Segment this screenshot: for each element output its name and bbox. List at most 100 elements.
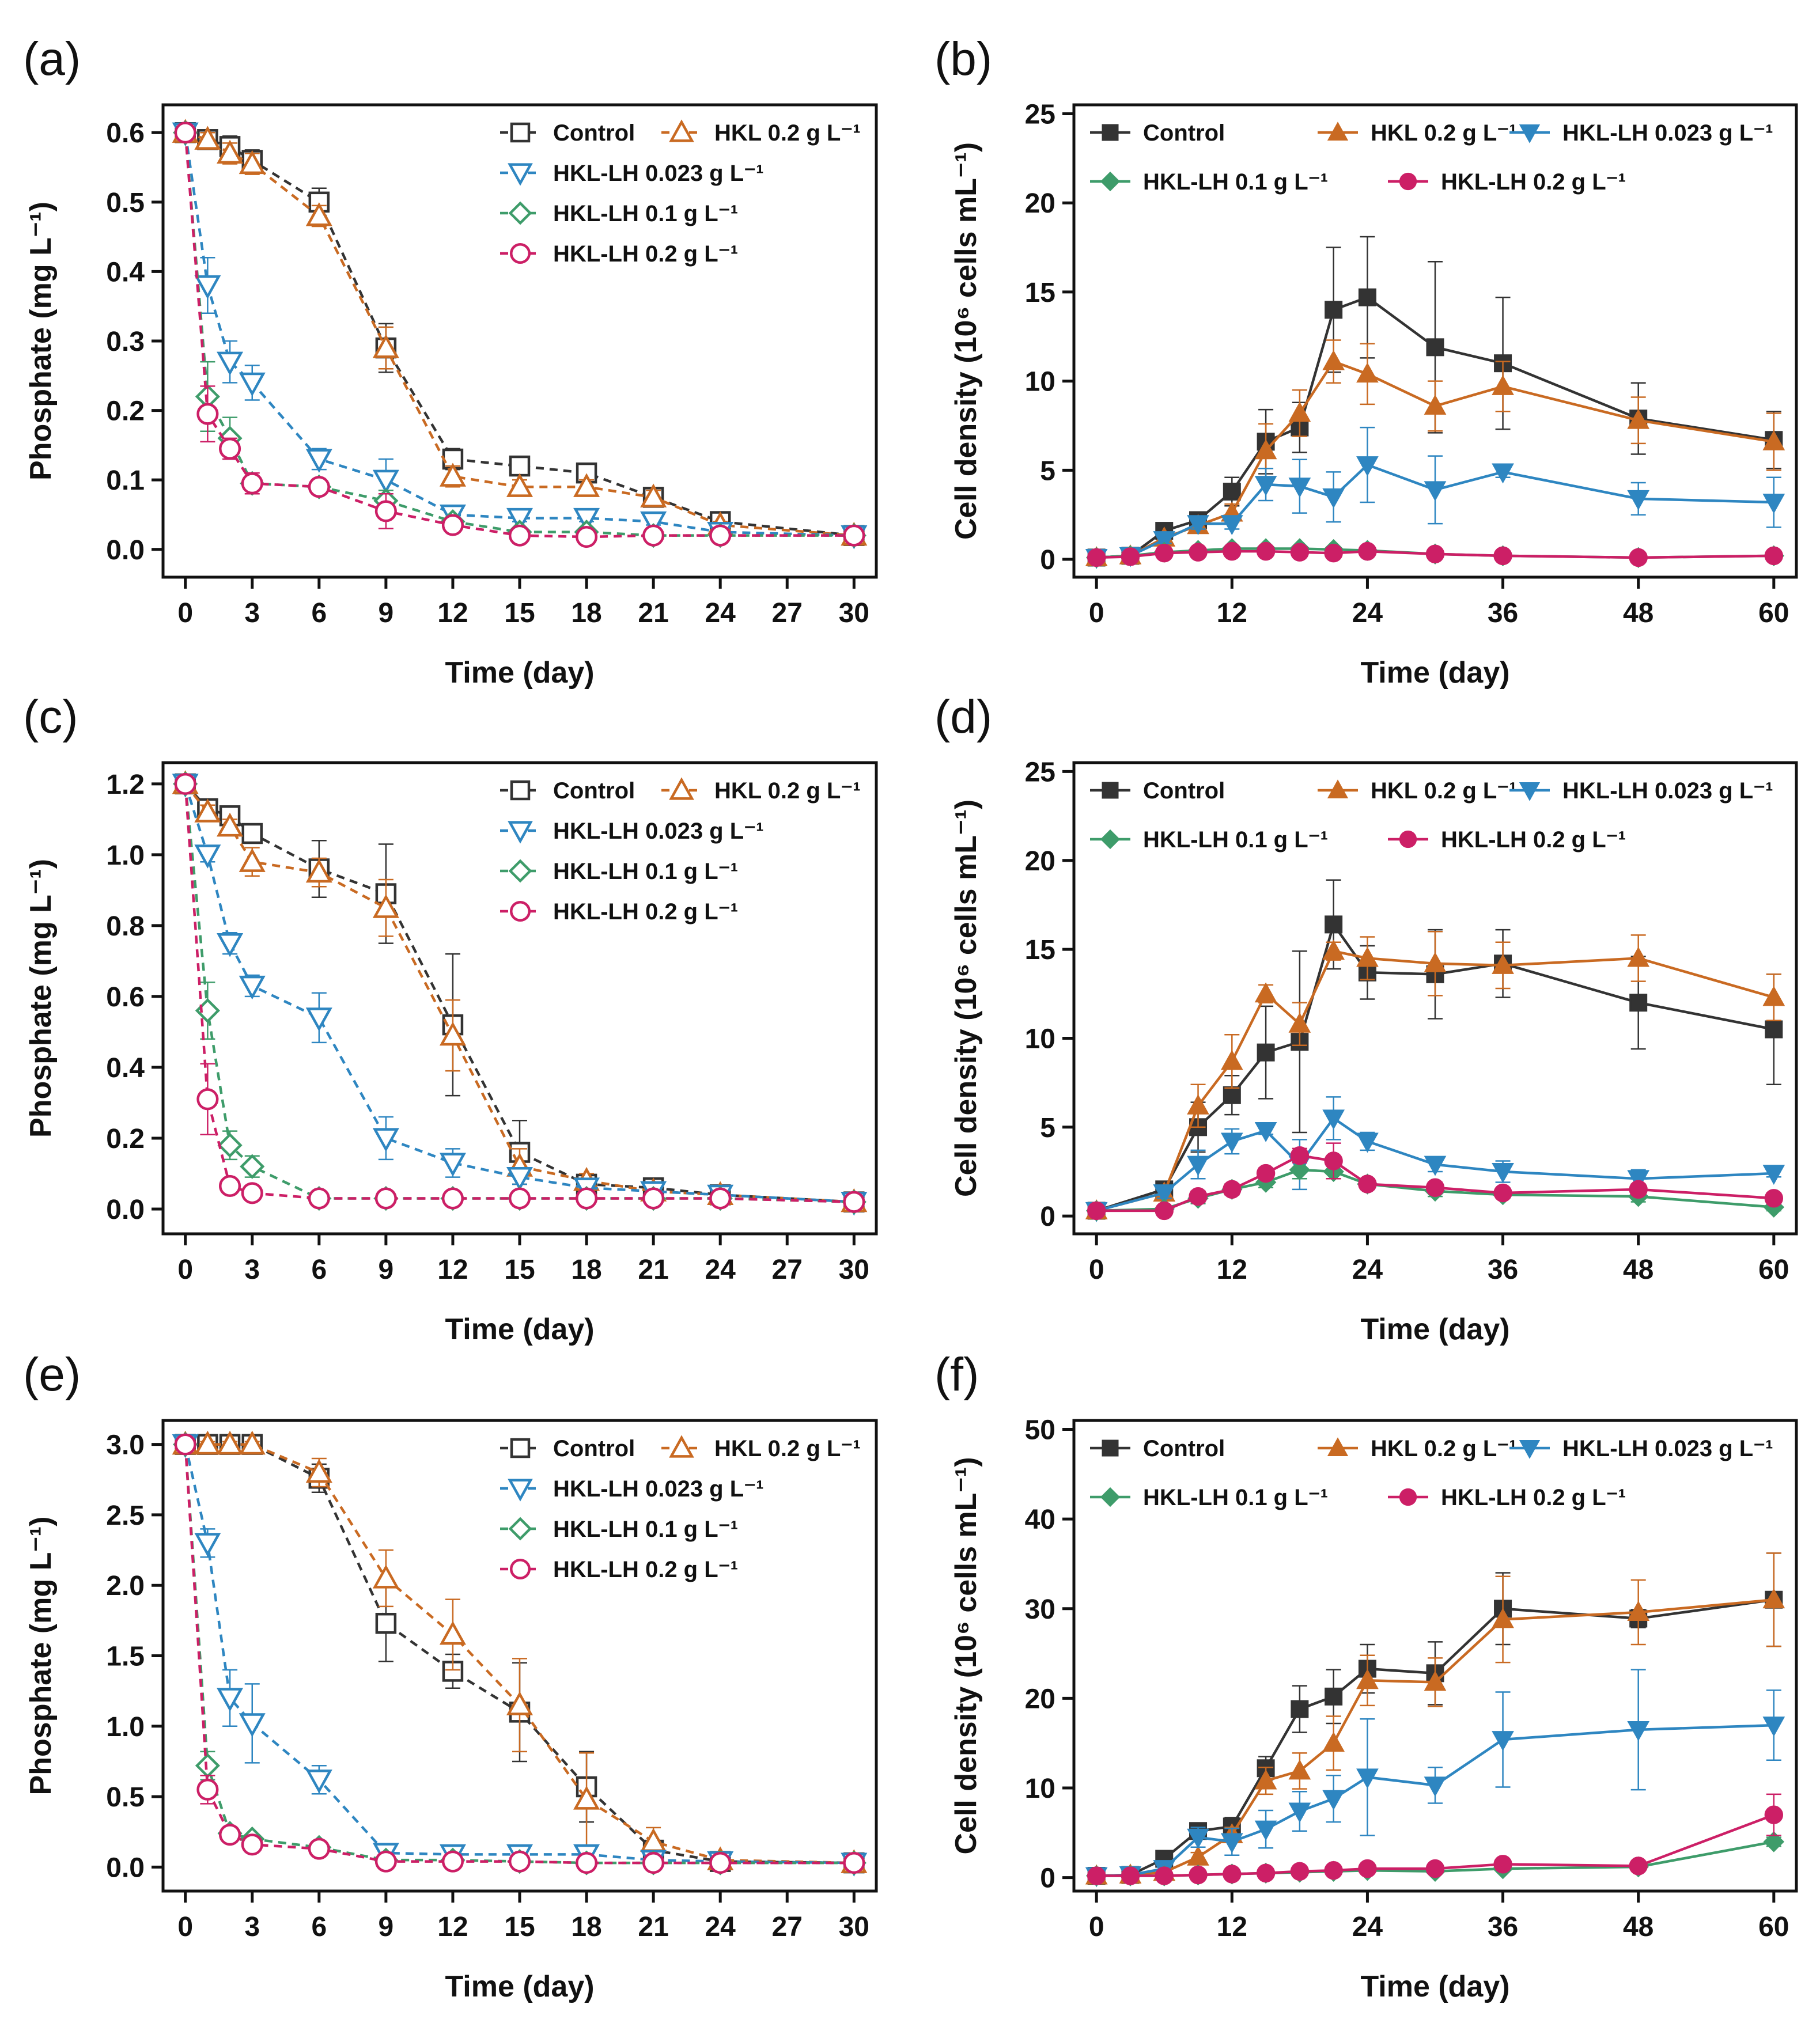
legend-marker (1102, 1439, 1119, 1457)
x-tick-label: 21 (638, 1255, 668, 1285)
data-point (1356, 1132, 1379, 1153)
data-point (1492, 375, 1514, 395)
data-point (196, 403, 219, 425)
x-axis-label: Time (day) (445, 656, 594, 689)
x-axis-label: Time (day) (1360, 1313, 1509, 1346)
legend-marker (508, 163, 533, 186)
x-tick-label: 12 (437, 1912, 468, 1942)
data-point (1629, 994, 1648, 1012)
data-point (1223, 541, 1242, 561)
data-point (1220, 1050, 1243, 1070)
x-tick-label: 3 (244, 1912, 260, 1942)
y-tick-label: 0.6 (106, 982, 145, 1013)
legend-marker (1100, 1487, 1121, 1507)
data-point (1189, 1187, 1208, 1206)
data-point (1223, 1180, 1242, 1199)
data-point (194, 1533, 221, 1557)
legend-marker (1399, 830, 1417, 848)
data-point (439, 1620, 466, 1645)
series-line (1096, 1116, 1774, 1213)
legend-label: HKL-LH 0.023 g L⁻¹ (1562, 1436, 1773, 1461)
x-tick-label: 15 (504, 1912, 535, 1942)
x-tick-label: 27 (772, 1912, 803, 1942)
data-point (1627, 1721, 1650, 1741)
legend-marker (510, 243, 531, 264)
series-line (185, 1443, 854, 1865)
x-tick-label: 12 (1217, 598, 1247, 628)
data-point (219, 437, 241, 460)
x-tick-label: 36 (1488, 1912, 1518, 1942)
data-point (1324, 1861, 1343, 1880)
data-point (1256, 1164, 1276, 1183)
data-point (1356, 362, 1379, 383)
data-point (1764, 1189, 1784, 1208)
data-point (1424, 1155, 1447, 1176)
y-tick-label: 40 (1025, 1505, 1055, 1535)
data-point (1153, 531, 1176, 551)
data-point (1492, 463, 1514, 484)
data-point (174, 1433, 196, 1456)
series-hkl-lh-0-2-g-l- (1087, 541, 1784, 567)
y-tick-label: 1.2 (106, 770, 145, 800)
legend: Control HKL 0.2 g L⁻¹ HKL-LH 0.023 g L⁻¹ HK… (1090, 778, 1773, 853)
data-point (709, 1187, 732, 1210)
legend-label: HKL-LH 0.023 g L⁻¹ (1562, 120, 1773, 146)
series-line (184, 783, 854, 1203)
data-point (1187, 515, 1209, 536)
data-point (372, 469, 399, 494)
data-point (1187, 1828, 1209, 1849)
x-tick-label: 6 (311, 598, 327, 628)
data-point (640, 483, 667, 507)
series-line (185, 1443, 854, 1865)
data-point (1762, 430, 1785, 450)
legend-label: HKL-LH 0.2 g L⁻¹ (553, 241, 738, 267)
x-tick-label: 9 (379, 1912, 394, 1942)
data-point (1627, 1170, 1650, 1191)
data-point (1291, 1700, 1309, 1718)
legend-label: HKL 0.2 g L⁻¹ (1371, 778, 1517, 804)
x-tick-label: 3 (244, 1255, 260, 1285)
data-point (239, 1713, 266, 1737)
y-axis-label: Phosphate (mg L⁻¹) (24, 859, 58, 1138)
legend-label: Control (1143, 120, 1225, 146)
panel-letter: (b) (934, 33, 992, 85)
legend-label: Control (1143, 1436, 1225, 1461)
x-tick-label: 30 (839, 1912, 869, 1942)
legend-marker (1519, 1440, 1541, 1459)
legend-label: HKL-LH 0.1 g L⁻¹ (553, 201, 738, 226)
data-point (1220, 1833, 1243, 1854)
data-point (573, 1786, 600, 1810)
y-tick-label: 0.0 (106, 535, 145, 566)
data-point (305, 1458, 332, 1483)
legend-marker (508, 1479, 533, 1502)
data-point (576, 526, 598, 548)
data-point (1424, 481, 1447, 502)
x-tick-label: 6 (311, 1255, 327, 1285)
data-point (1254, 1769, 1277, 1790)
x-tick-label: 12 (1217, 1912, 1247, 1942)
data-point (195, 1753, 220, 1778)
panel-letter: (a) (23, 33, 81, 85)
data-point (241, 1182, 263, 1204)
data-point (305, 449, 332, 473)
x-tick-label: 18 (571, 598, 601, 628)
series-hkl-lh-0-2-g-l- (174, 772, 865, 1213)
y-tick-label: 10 (1025, 1774, 1055, 1804)
legend-label: HKL 0.2 g L⁻¹ (1371, 120, 1517, 146)
legend-marker (510, 901, 531, 922)
y-tick-label: 20 (1025, 846, 1055, 877)
data-point (1629, 1180, 1648, 1199)
data-point (1762, 494, 1785, 514)
data-point (239, 848, 266, 872)
data-point (1356, 1669, 1379, 1689)
data-point (219, 1174, 241, 1198)
data-point (1356, 456, 1379, 476)
x-tick-label: 0 (177, 1912, 193, 1942)
x-tick-label: 30 (839, 598, 869, 628)
legend-label: HKL-LH 0.1 g L⁻¹ (1143, 1485, 1328, 1510)
x-tick-label: 0 (1089, 1255, 1104, 1285)
data-point (174, 772, 196, 795)
data-point (1627, 408, 1650, 429)
legend-marker (1519, 782, 1541, 801)
data-point (1223, 1865, 1242, 1884)
